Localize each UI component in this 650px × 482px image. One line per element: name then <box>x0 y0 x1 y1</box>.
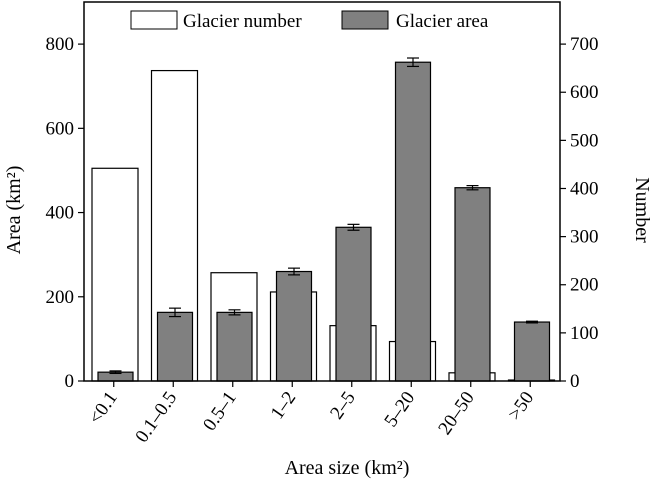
area-bar <box>156 311 194 382</box>
area-bar <box>513 321 551 382</box>
legend-swatch-number <box>130 10 178 30</box>
x-tick-label: 20–50 <box>434 388 478 439</box>
left-tick-label: 600 <box>46 118 75 139</box>
number-bar <box>91 167 139 382</box>
left-tick-label: 200 <box>46 287 75 308</box>
area-bars-group <box>97 61 551 382</box>
plot-frame <box>83 1 561 382</box>
right-axis: 0 100 200 300 400 500 600 700 <box>560 34 599 392</box>
right-tick-label: 500 <box>570 130 599 151</box>
legend-label-area: Glacier area <box>396 11 489 32</box>
left-axis-title: Area (km²) <box>3 166 25 255</box>
legend-label-number: Glacier number <box>183 11 302 32</box>
left-tick-label: 0 <box>65 371 75 392</box>
legend: Glacier number Glacier area <box>130 10 489 32</box>
right-tick-label: 400 <box>570 178 599 199</box>
right-tick-label: 700 <box>570 34 599 55</box>
x-tick-label: >50 <box>504 388 538 424</box>
area-bar <box>394 61 432 382</box>
x-axis-title: Area size (km²) <box>285 457 410 479</box>
right-axis-title: Number <box>631 177 650 243</box>
error-bars-group <box>109 57 538 375</box>
x-tick-label: 5–20 <box>380 388 419 431</box>
left-tick-label: 400 <box>46 203 75 224</box>
left-tick-label: 800 <box>46 34 75 55</box>
x-axis: <0.1 0.1–0.5 0.5–1 1–2 2–5 5–20 20–50 >50 <box>85 381 538 447</box>
x-tick-label: 0.1–0.5 <box>131 388 181 447</box>
area-bar <box>335 226 372 382</box>
x-tick-label: <0.1 <box>85 388 122 428</box>
right-tick-label: 200 <box>570 275 599 296</box>
x-tick-label: 2–5 <box>326 388 360 423</box>
right-tick-label: 300 <box>570 227 599 248</box>
x-tick-label: 1–2 <box>267 388 301 423</box>
area-bar <box>454 187 491 382</box>
right-tick-label: 0 <box>570 371 580 392</box>
right-tick-label: 600 <box>570 82 599 103</box>
area-bar <box>216 311 253 382</box>
area-bar <box>275 270 313 382</box>
right-tick-label: 100 <box>570 323 599 344</box>
legend-swatch-area <box>341 10 389 30</box>
left-axis: 0 200 400 600 800 <box>46 34 84 392</box>
x-tick-label: 0.5–1 <box>199 388 241 435</box>
